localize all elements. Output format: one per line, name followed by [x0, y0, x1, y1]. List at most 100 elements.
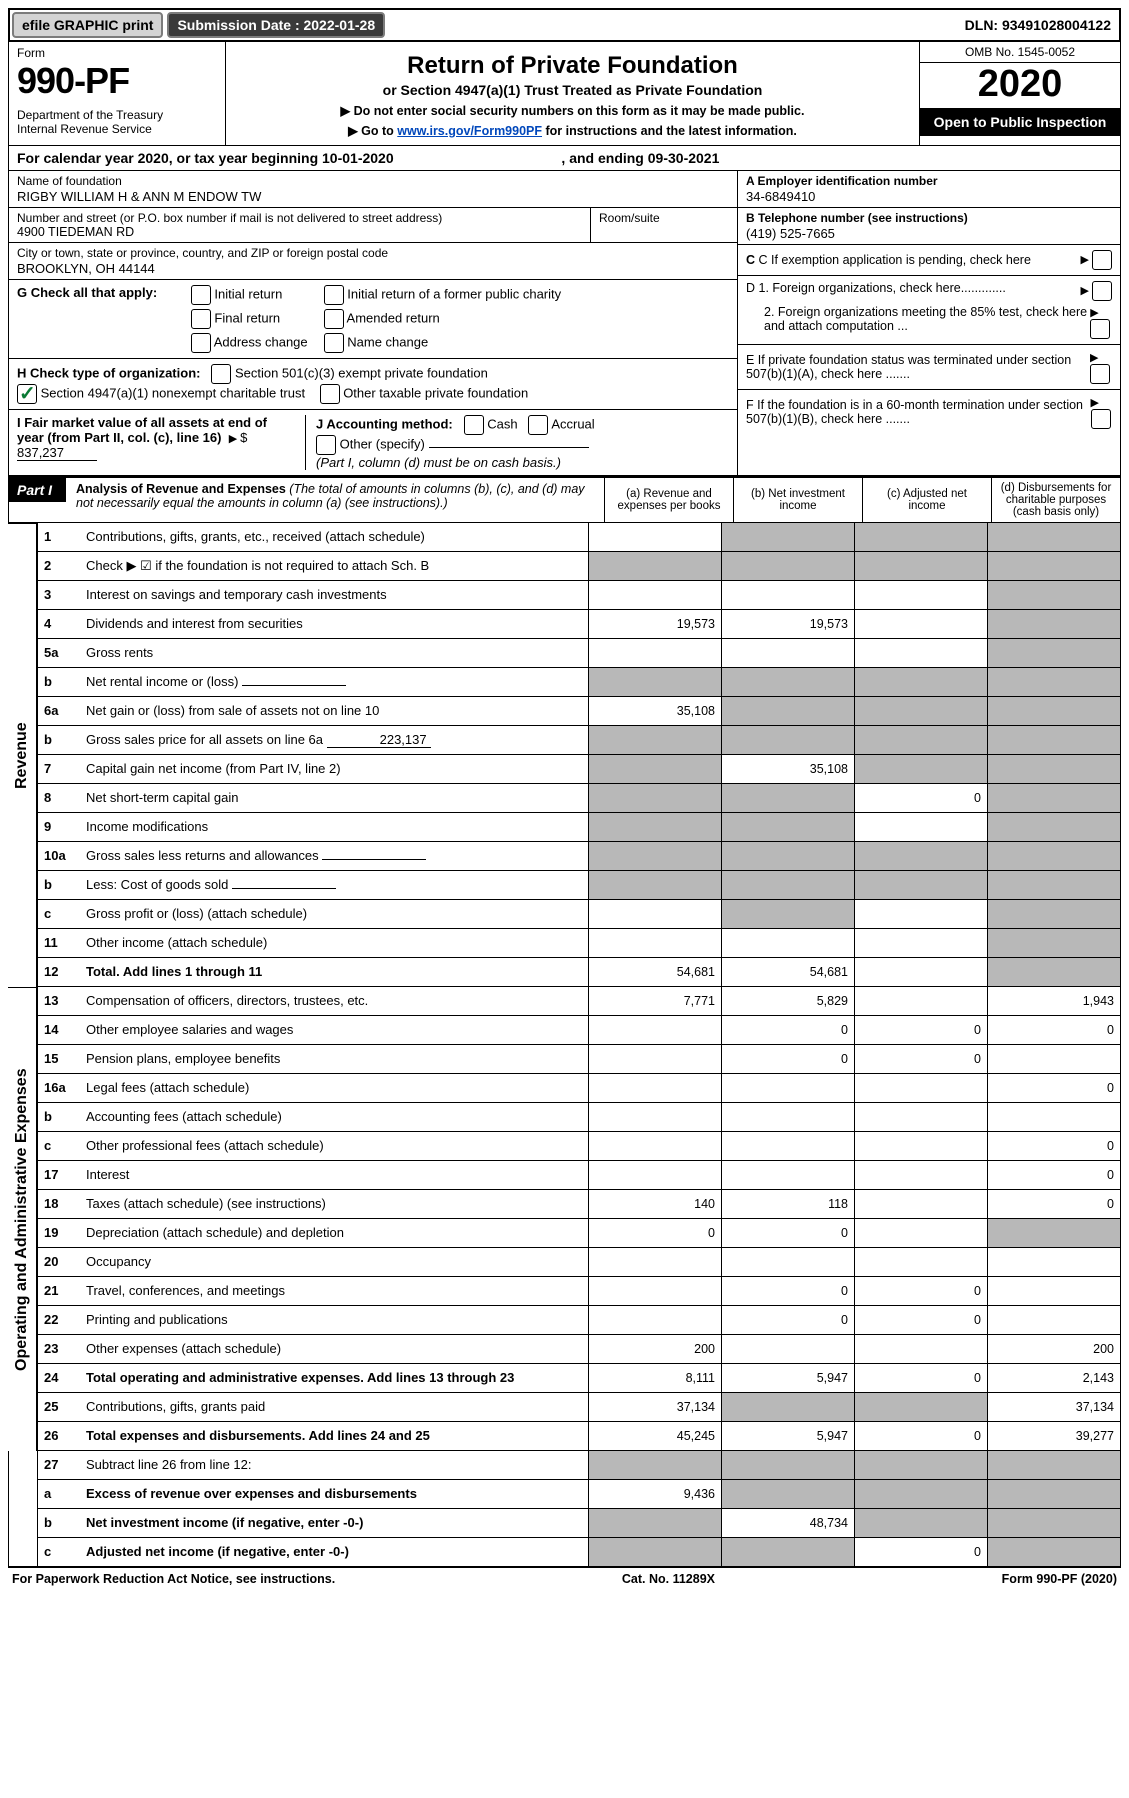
cell-value: 54,681: [589, 957, 722, 986]
address-change-checkbox[interactable]: [191, 333, 211, 353]
amended-return-checkbox[interactable]: [324, 309, 344, 329]
cell-value: 0: [722, 1015, 855, 1044]
line-row: 9Income modifications: [38, 812, 1121, 841]
cell-value: 0: [855, 1276, 988, 1305]
line-desc: Gross profit or (loss) (attach schedule): [80, 899, 589, 928]
cell-shaded: [722, 899, 855, 928]
501c3-checkbox[interactable]: [211, 364, 231, 384]
cell-shaded: [722, 841, 855, 870]
cell-shaded: [988, 928, 1121, 957]
efile-print-button[interactable]: efile GRAPHIC print: [12, 12, 163, 38]
line-number: 15: [38, 1044, 81, 1073]
line-desc: Total operating and administrative expen…: [80, 1363, 589, 1392]
cell-shaded: [589, 725, 722, 754]
line-row: 7Capital gain net income (from Part IV, …: [38, 754, 1121, 783]
line-number: 12: [38, 957, 81, 986]
line-desc: Subtract line 26 from line 12:: [80, 1451, 589, 1480]
line-desc: Net investment income (if negative, ente…: [80, 1508, 589, 1537]
line-desc: Interest: [80, 1160, 589, 1189]
line-number: 1: [38, 523, 81, 552]
cell-shaded: [589, 667, 722, 696]
cell-shaded: [988, 957, 1121, 986]
cell-value: 0: [722, 1276, 855, 1305]
cell-shaded: [988, 725, 1121, 754]
phone-value: (419) 525-7665: [746, 226, 1112, 241]
col-c-header: (c) Adjusted net income: [862, 478, 991, 522]
name-change-checkbox[interactable]: [324, 333, 344, 353]
cell-value: [589, 1073, 722, 1102]
foundation-name: RIGBY WILLIAM H & ANN M ENDOW TW: [17, 189, 729, 204]
cell-value: [589, 1247, 722, 1276]
cell-value: 2,143: [988, 1363, 1121, 1392]
cell-shaded: [988, 870, 1121, 899]
cell-value: [589, 1305, 722, 1334]
line-desc: Other expenses (attach schedule): [80, 1334, 589, 1363]
cash-checkbox[interactable]: [464, 415, 484, 435]
cell-shaded: [988, 1479, 1121, 1508]
cell-shaded: [855, 841, 988, 870]
other-method-checkbox[interactable]: [316, 435, 336, 455]
accrual-checkbox[interactable]: [528, 415, 548, 435]
final-return-checkbox[interactable]: [191, 309, 211, 329]
line-row: 11Other income (attach schedule): [38, 928, 1121, 957]
line-desc: Interest on savings and temporary cash i…: [80, 580, 589, 609]
exemption-pending-checkbox[interactable]: [1092, 250, 1112, 270]
line-row: 1Contributions, gifts, grants, etc., rec…: [38, 523, 1121, 552]
other-taxable-checkbox[interactable]: [320, 384, 340, 404]
line-row: 27Subtract line 26 from line 12:: [38, 1451, 1121, 1480]
60month-checkbox[interactable]: [1091, 409, 1111, 429]
cell-shaded: [589, 551, 722, 580]
cell-shaded: [855, 1479, 988, 1508]
irs-link[interactable]: www.irs.gov/Form990PF: [397, 124, 542, 138]
line-row: cGross profit or (loss) (attach schedule…: [38, 899, 1121, 928]
cell-shaded: [855, 667, 988, 696]
city-state-zip: BROOKLYN, OH 44144: [17, 261, 729, 276]
cell-value: [855, 638, 988, 667]
cell-value: [855, 1334, 988, 1363]
cell-shaded: [722, 667, 855, 696]
line-number: 8: [38, 783, 81, 812]
line-number: b: [38, 870, 81, 899]
cell-shaded: [988, 841, 1121, 870]
cell-value: [589, 1276, 722, 1305]
cell-value: [855, 899, 988, 928]
line-desc: Other employee salaries and wages: [80, 1015, 589, 1044]
line-row: bLess: Cost of goods sold: [38, 870, 1121, 899]
cell-value: 140: [589, 1189, 722, 1218]
line-number: 21: [38, 1276, 81, 1305]
cell-shaded: [722, 725, 855, 754]
line27-table: 27Subtract line 26 from line 12:aExcess …: [37, 1451, 1121, 1567]
cell-value: 0: [988, 1131, 1121, 1160]
line-number: 9: [38, 812, 81, 841]
cell-value: [589, 523, 722, 552]
line-row: aExcess of revenue over expenses and dis…: [38, 1479, 1121, 1508]
part1-badge: Part I: [9, 478, 66, 502]
opex-section: Operating and Administrative Expenses 13…: [8, 987, 1121, 1451]
line-desc: Other income (attach schedule): [80, 928, 589, 957]
form-title-box: Return of Private Foundation or Section …: [226, 42, 919, 145]
foreign-org-checkbox[interactable]: [1092, 281, 1112, 301]
line-row: bNet investment income (if negative, ent…: [38, 1508, 1121, 1537]
status-terminated-checkbox[interactable]: [1090, 364, 1110, 384]
initial-return-former-checkbox[interactable]: [324, 285, 344, 305]
street-address: 4900 TIEDEMAN RD: [17, 225, 582, 239]
cell-shaded: [988, 667, 1121, 696]
line-number: 17: [38, 1160, 81, 1189]
cell-value: [855, 928, 988, 957]
form-word: Form: [17, 46, 217, 60]
line-row: 17Interest0: [38, 1160, 1121, 1189]
line-row: bAccounting fees (attach schedule): [38, 1102, 1121, 1131]
opex-table: 13Compensation of officers, directors, t…: [37, 987, 1121, 1451]
line-desc: Gross sales price for all assets on line…: [80, 725, 589, 754]
revenue-section: Revenue 1Contributions, gifts, grants, e…: [8, 523, 1121, 987]
4947a1-checkbox[interactable]: [17, 384, 37, 404]
cell-value: [589, 1102, 722, 1131]
cell-shaded: [855, 551, 988, 580]
cell-shaded: [988, 523, 1121, 552]
line-row: 2Check ▶ ☑ if the foundation is not requ…: [38, 551, 1121, 580]
paperwork-notice: For Paperwork Reduction Act Notice, see …: [12, 1572, 335, 1586]
foreign-85pct-checkbox[interactable]: [1090, 319, 1110, 339]
cell-shaded: [589, 870, 722, 899]
cell-shaded: [988, 754, 1121, 783]
initial-return-checkbox[interactable]: [191, 285, 211, 305]
